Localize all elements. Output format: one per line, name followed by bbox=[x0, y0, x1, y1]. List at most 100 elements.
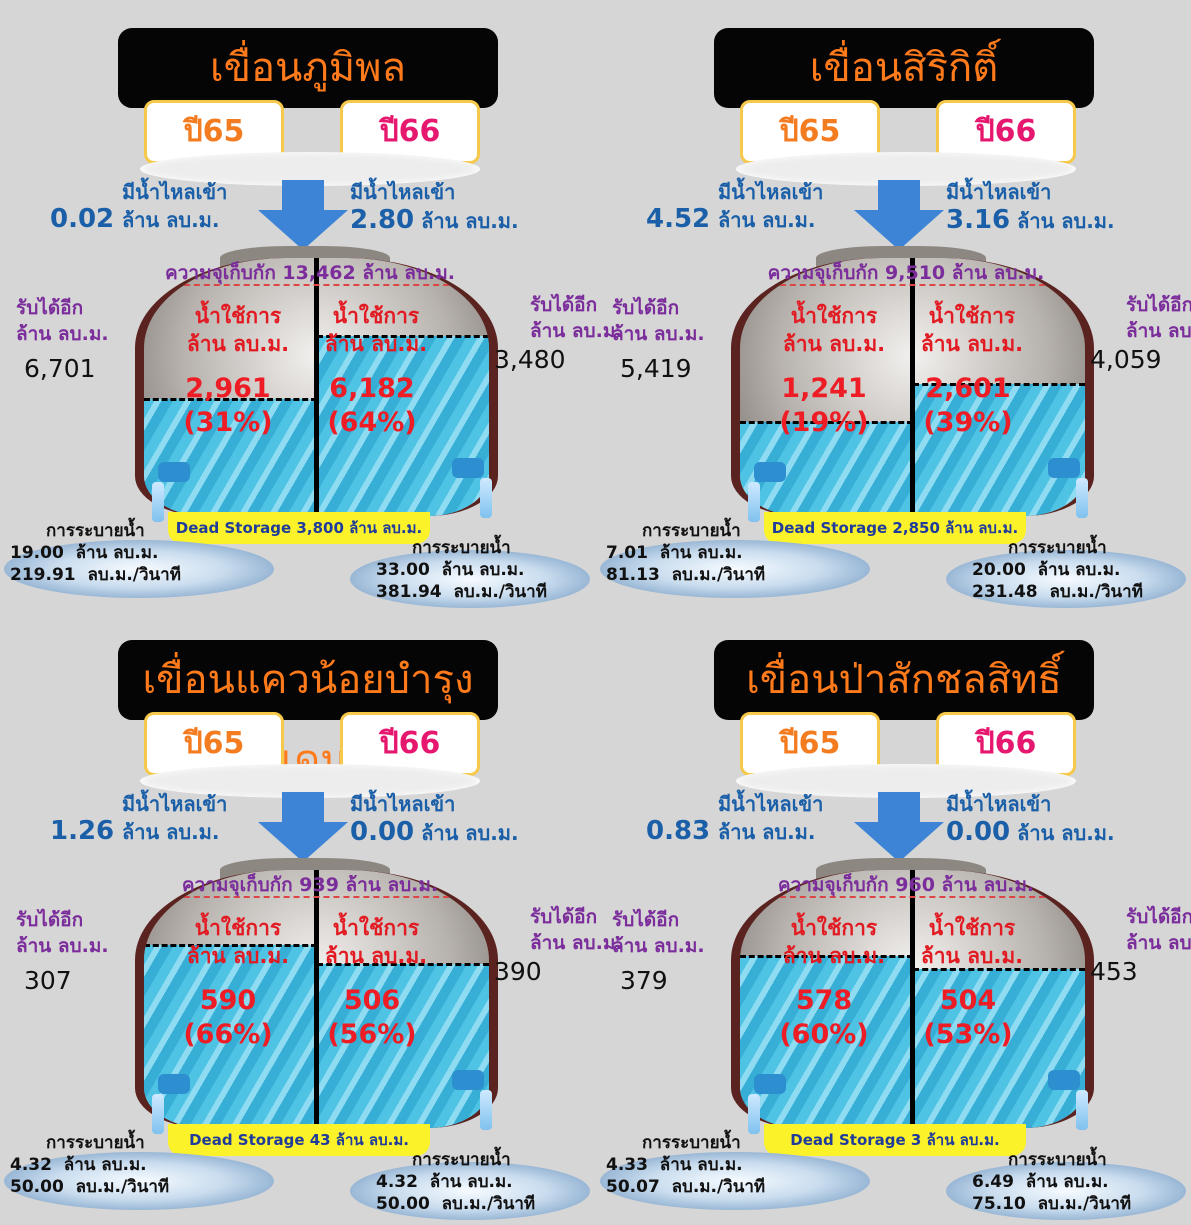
inflow-value-left: 4.52 bbox=[646, 204, 711, 234]
usable-water-label-left: น้ำใช้การ ล้าน ลบ.ม. bbox=[186, 916, 290, 968]
usable-water-label-right: น้ำใช้การ ล้าน ลบ.ม. bbox=[324, 304, 428, 356]
inflow-arrow-icon bbox=[854, 792, 944, 862]
water-line-left bbox=[144, 398, 317, 402]
inflow-value-left: 0.83 bbox=[646, 816, 711, 846]
dead-storage-label: Dead Storage 3 ล้าน ลบ.ม. bbox=[764, 1124, 1026, 1156]
puddle-left bbox=[4, 540, 274, 598]
release-left: การระบายน้ำ 4.32 ล้าน ลบ.ม. 50.00 ลบ.ม./… bbox=[10, 1133, 170, 1197]
usable-water-value-right: 506 (56%) bbox=[327, 985, 417, 1050]
usable-water-value-left: 1,241 (19%) bbox=[779, 373, 869, 438]
capacity-text: ความจุเก็บกัก 960 ล้าน ลบ.ม. bbox=[777, 874, 1035, 896]
usable-water-label-left: น้ำใช้การ ล้าน ลบ.ม. bbox=[782, 916, 886, 968]
dam-title: เขื่อนแควน้อยบำรุงแดน bbox=[118, 640, 498, 783]
year-65-label: ปี65 bbox=[740, 712, 880, 776]
reservoir-jar bbox=[731, 870, 1094, 1128]
release-left: การระบายน้ำ 19.00 ล้าน ลบ.ม. 219.91 ลบ.ม… bbox=[10, 521, 181, 585]
release-right: การระบายน้ำ 6.49 ล้าน ลบ.ม. 75.10 ลบ.ม./… bbox=[972, 1150, 1132, 1214]
dead-storage-label: Dead Storage 2,850 ล้าน ลบ.ม. bbox=[764, 512, 1026, 544]
faucet-icon-left bbox=[158, 462, 190, 482]
capacity-text: ความจุเก็บกัก 9,510 ล้าน ลบ.ม. bbox=[767, 262, 1045, 284]
faucet-icon-left bbox=[754, 462, 786, 482]
puddle-right bbox=[946, 550, 1186, 608]
release-right: การระบายน้ำ 33.00 ล้าน ลบ.ม. 381.94 ลบ.ม… bbox=[376, 538, 547, 602]
year-divider bbox=[313, 258, 319, 516]
water-stream-right bbox=[480, 478, 492, 518]
faucet-icon-right bbox=[1048, 458, 1080, 478]
usable-water-value-left: 2,961 (31%) bbox=[183, 373, 273, 438]
inflow-label-left: มีน้ำไหลเข้า ล้าน ลบ.ม. bbox=[718, 792, 824, 844]
release-left: การระบายน้ำ 4.33 ล้าน ลบ.ม. 50.07 ลบ.ม./… bbox=[606, 1133, 766, 1197]
faucet-icon-right bbox=[1048, 1070, 1080, 1090]
inflow-value-right: 0.00 bbox=[946, 817, 1011, 847]
water-level-right bbox=[912, 383, 1085, 516]
receive-more-label-left: รับได้อีก ล้าน ลบ.ม. bbox=[16, 909, 109, 957]
water-stream-right bbox=[1076, 478, 1088, 518]
release-right: การระบายน้ำ 20.00 ล้าน ลบ.ม. 231.48 ลบ.ม… bbox=[972, 538, 1143, 602]
water-stream-left bbox=[748, 482, 760, 522]
usable-water-value-right: 504 (53%) bbox=[923, 985, 1013, 1050]
dam-panel: เขื่อนแควน้อยบำรุงแดน ปี65 ปี66 มีน้ำไหล… bbox=[0, 612, 623, 1224]
receive-more-label-right: รับได้อีกล้าน ลบ.ม. bbox=[1126, 294, 1191, 342]
release-left: การระบายน้ำ 7.01 ล้าน ลบ.ม. 81.13 ลบ.ม./… bbox=[606, 521, 766, 585]
water-line-left bbox=[144, 943, 317, 947]
dam-panel: เขื่อนสิริกิติ์ ปี65 ปี66 มีน้ำไหลเข้า ล้… bbox=[596, 0, 1191, 612]
water-stream-left bbox=[152, 1094, 164, 1134]
water-line-left bbox=[740, 955, 913, 958]
reservoir-jar bbox=[135, 870, 498, 1128]
inflow-label-left: มีน้ำไหลเข้า ล้าน ลบ.ม. bbox=[718, 180, 824, 232]
dead-storage-label: Dead Storage 3,800 ล้าน ลบ.ม. bbox=[168, 512, 430, 544]
receive-more-value-left: 6,701 bbox=[24, 354, 96, 383]
dam-panel: เขื่อนภูมิพล ปี65 ปี66 มีน้ำไหลเข้า ล้าน … bbox=[0, 0, 623, 612]
puddle-right bbox=[946, 1162, 1186, 1220]
inflow-label-left: มีน้ำไหลเข้า ล้าน ลบ.ม. bbox=[122, 792, 228, 844]
inflow-label-left: มีน้ำไหลเข้า ล้าน ลบ.ม. bbox=[122, 180, 228, 232]
dam-panel: เขื่อนป่าสักชลสิทธิ์ ปี65 ปี66 มีน้ำไหลเ… bbox=[596, 612, 1191, 1224]
receive-more-label-right: รับได้อีกล้าน ลบ.ม. bbox=[530, 294, 623, 342]
capacity-line bbox=[144, 284, 489, 286]
water-level-left bbox=[144, 944, 317, 1128]
receive-more-label-right: รับได้อีกล้าน ลบ.ม. bbox=[530, 906, 623, 954]
inflow-label-right: มีน้ำไหลเข้า 3.16 ล้าน ลบ.ม. bbox=[946, 180, 1115, 235]
receive-more-value-left: 5,419 bbox=[620, 354, 692, 383]
water-line-right bbox=[912, 382, 1085, 386]
water-level-right bbox=[316, 336, 489, 516]
puddle-left bbox=[600, 1152, 870, 1210]
year-66-label: ปี66 bbox=[340, 100, 480, 164]
usable-water-value-left: 590 (66%) bbox=[183, 985, 273, 1050]
usable-water-value-left: 578 (60%) bbox=[779, 985, 869, 1050]
capacity-line bbox=[144, 896, 489, 898]
faucet-icon-right bbox=[452, 1070, 484, 1090]
water-level-left bbox=[740, 956, 913, 1128]
year-divider bbox=[313, 870, 319, 1128]
inflow-arrow-icon bbox=[258, 180, 348, 250]
inflow-value-left: 0.02 bbox=[50, 204, 115, 234]
receive-more-label-right: รับได้อีกล้าน ลบ.ม. bbox=[1126, 906, 1191, 954]
faucet-icon-left bbox=[158, 1074, 190, 1094]
receive-more-value-right: 3,480 bbox=[494, 345, 566, 374]
water-level-right bbox=[912, 969, 1085, 1128]
water-line-right bbox=[912, 968, 1085, 972]
year-divider bbox=[909, 870, 915, 1128]
water-line-left bbox=[740, 420, 913, 424]
water-stream-right bbox=[1076, 1090, 1088, 1130]
receive-more-label-left: รับได้อีก ล้าน ลบ.ม. bbox=[612, 909, 705, 957]
puddle-left bbox=[4, 1152, 274, 1210]
puddle-left bbox=[600, 540, 870, 598]
receive-more-label-left: รับได้อีก ล้าน ลบ.ม. bbox=[16, 297, 109, 345]
faucet-icon-left bbox=[754, 1074, 786, 1094]
inflow-value-right: 2.80 bbox=[350, 205, 415, 235]
dam-title: เขื่อนป่าสักชลสิทธิ์ bbox=[714, 640, 1094, 720]
water-line-right bbox=[316, 335, 489, 339]
receive-more-value-right: 453 bbox=[1090, 957, 1138, 986]
water-level-left bbox=[144, 399, 317, 516]
receive-more-value-left: 307 bbox=[24, 966, 72, 995]
water-stream-left bbox=[152, 482, 164, 522]
dead-storage-label: Dead Storage 43 ล้าน ลบ.ม. bbox=[168, 1124, 430, 1156]
usable-water-label-right: น้ำใช้การ ล้าน ลบ.ม. bbox=[324, 916, 428, 968]
receive-more-label-left: รับได้อีก ล้าน ลบ.ม. bbox=[612, 297, 705, 345]
receive-more-value-right: 4,059 bbox=[1090, 345, 1162, 374]
puddle-right bbox=[350, 550, 590, 608]
inflow-arrow-icon bbox=[258, 792, 348, 862]
receive-more-value-right: 390 bbox=[494, 957, 542, 986]
usable-water-label-left: น้ำใช้การ ล้าน ลบ.ม. bbox=[186, 304, 290, 356]
